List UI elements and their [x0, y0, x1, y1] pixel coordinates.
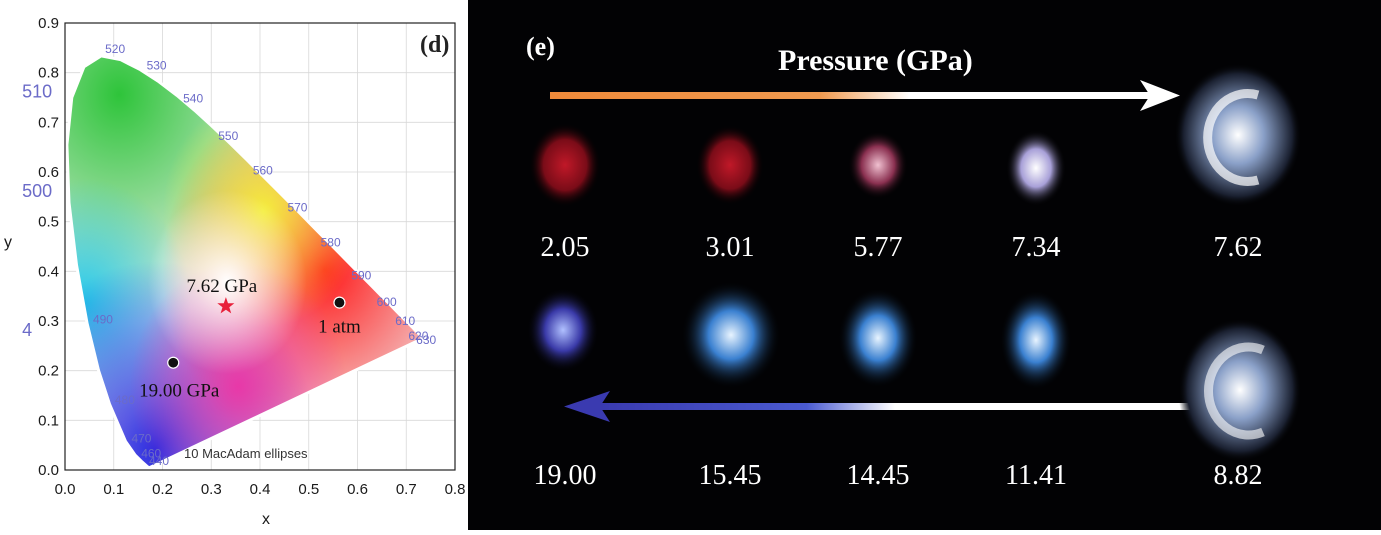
wavelength-label: 470	[131, 432, 151, 446]
cie-chart: 0.0 0.1 0.2 0.3 0.4 0.5 0.6 0.7 0.8 0.0 0.1 0.2 0.3…	[0, 0, 468, 530]
x-tick-label: 0.8	[445, 481, 466, 498]
y-tick-label: 0.8	[38, 65, 59, 82]
x-tick-label: 0.0	[55, 481, 76, 498]
x-tick-label: 0.5	[298, 481, 319, 498]
y-tick-labels: 0.0 0.1 0.2 0.3 0.4 0.5 0.6 0.7 0.8 0.9	[38, 15, 59, 479]
wavelength-label: 560	[253, 163, 273, 177]
wavelength-label-large: 500	[22, 181, 52, 201]
wavelength-label: 610	[395, 314, 415, 328]
sample-image-8-82	[1178, 318, 1302, 462]
pressure-increase-arrow	[550, 80, 1180, 111]
y-tick-label: 0.4	[38, 263, 59, 280]
wavelength-label: 520	[105, 42, 125, 56]
wavelength-label-large: 4	[22, 320, 32, 340]
macadam-footnote: 10 MacAdam ellipses	[184, 446, 308, 461]
wavelength-label: 620	[408, 329, 428, 343]
pressure-value: 7.62	[1214, 232, 1263, 263]
bottom-row-images	[527, 281, 1302, 462]
sample-image-14-45	[838, 288, 918, 388]
dot-marker	[167, 356, 180, 369]
data-points: 7.62 GPa 1 atm 19.00 GPa	[139, 276, 361, 402]
x-tick-label: 0.6	[347, 481, 368, 498]
x-tick-label: 0.1	[103, 481, 124, 498]
pressure-decrease-arrow	[564, 391, 1190, 422]
pressure-value: 7.34	[1012, 232, 1061, 263]
sample-image-2-05	[529, 123, 601, 207]
pressure-value: 11.41	[1005, 460, 1067, 491]
panel-e-letter: (e)	[526, 32, 555, 61]
x-tick-label: 0.2	[152, 481, 173, 498]
sample-image-11-41	[1000, 290, 1072, 390]
y-tick-label: 0.7	[38, 114, 59, 131]
pressure-value: 19.00	[534, 460, 597, 491]
sample-image-15-45	[681, 281, 781, 389]
panel-d-letter: (d)	[420, 32, 449, 58]
wavelength-label: 440	[149, 454, 169, 468]
wavelength-label: 490	[93, 312, 113, 326]
top-row-images	[529, 63, 1302, 207]
sample-image-3-01	[696, 125, 764, 205]
pressure-value: 5.77	[854, 232, 903, 263]
pressure-value: 3.01	[706, 232, 755, 263]
panel-d-cie-diagram: 0.0 0.1 0.2 0.3 0.4 0.5 0.6 0.7 0.8 0.0 0.1 0.2 0.3…	[0, 0, 468, 530]
wavelength-label: 550	[218, 129, 238, 143]
bottom-row-values: 19.00 15.45 14.45 11.41 8.82	[534, 460, 1263, 491]
x-tick-label: 0.3	[201, 481, 222, 498]
y-tick-label: 0.9	[38, 15, 59, 32]
wavelength-label: 600	[377, 295, 397, 309]
wavelength-label: 580	[321, 236, 341, 250]
panel-e-pressure-images: (e) Pressure (GPa)	[468, 0, 1381, 530]
y-axis-label: y	[4, 234, 12, 251]
point-label: 7.62 GPa	[187, 276, 258, 297]
sample-image-7-34	[1006, 130, 1066, 206]
x-tick-label: 0.7	[396, 481, 417, 498]
wavelength-label: 540	[183, 91, 203, 105]
pressure-value: 8.82	[1214, 460, 1263, 491]
y-tick-label: 0.5	[38, 214, 59, 231]
wavelength-label: 630	[416, 333, 436, 347]
sample-image-5-77	[848, 131, 908, 199]
x-tick-labels: 0.0 0.1 0.2 0.3 0.4 0.5 0.6 0.7 0.8	[55, 481, 466, 498]
spectral-locus	[65, 54, 426, 470]
y-tick-label: 0.2	[38, 363, 59, 380]
y-tick-label: 0.0	[38, 462, 59, 479]
pressure-title: Pressure (GPa)	[778, 44, 973, 77]
wavelength-label: 570	[287, 201, 307, 215]
point-label: 1 atm	[318, 317, 361, 338]
pressure-value: 15.45	[699, 460, 762, 491]
wavelength-label: 480	[115, 393, 135, 407]
pressure-value: 2.05	[541, 232, 590, 263]
sample-image-7-62	[1174, 63, 1302, 207]
x-axis-label: x	[262, 511, 270, 528]
pressure-value: 14.45	[847, 460, 910, 491]
wavelength-label: 530	[147, 59, 167, 73]
star-marker	[217, 297, 235, 314]
plot-frame	[64, 22, 456, 471]
wavelength-label-large: 510	[22, 82, 52, 102]
panel-e-canvas: (e) Pressure (GPa)	[526, 32, 1302, 491]
point-label: 19.00 GPa	[139, 381, 220, 402]
wavelength-label: 460	[141, 447, 161, 461]
y-tick-label: 0.1	[38, 412, 59, 429]
y-tick-label: 0.6	[38, 164, 59, 181]
y-tick-label: 0.3	[38, 313, 59, 330]
wavelength-label: 590	[351, 268, 371, 282]
x-tick-label: 0.4	[250, 481, 271, 498]
dot-marker	[333, 296, 346, 309]
sample-image-19-00	[527, 288, 599, 372]
top-row-values: 2.05 3.01 5.77 7.34 7.62	[541, 232, 1263, 263]
